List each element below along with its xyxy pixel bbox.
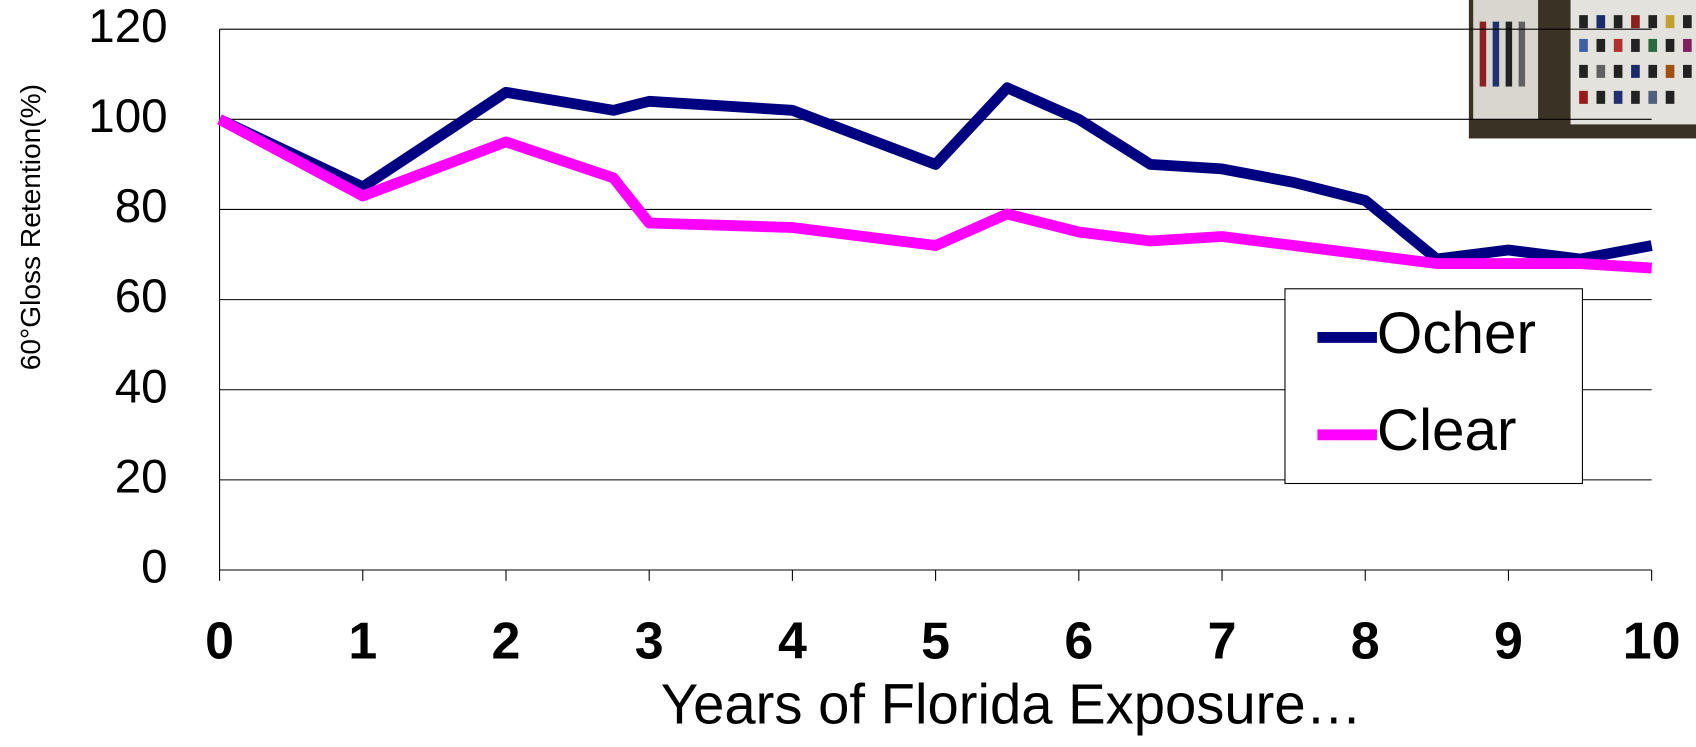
y-tick-label: 60 bbox=[115, 270, 168, 323]
y-tick-label: 120 bbox=[88, 0, 167, 53]
legend: Ocher Clear bbox=[1285, 289, 1582, 484]
y-tick-label: 20 bbox=[115, 450, 168, 503]
y-tick-label: 80 bbox=[115, 180, 168, 233]
y-tick-label: 0 bbox=[141, 541, 167, 594]
y-tick-label: 100 bbox=[88, 90, 167, 143]
y-axis-title: 60°Gloss Retention(%) bbox=[15, 84, 46, 370]
x-tick-label: 1 bbox=[348, 612, 377, 670]
x-tick-label: 10 bbox=[1623, 612, 1681, 670]
y-tick-label: 40 bbox=[115, 360, 168, 413]
x-tick-label: 9 bbox=[1494, 612, 1523, 670]
x-tick-label: 8 bbox=[1351, 612, 1380, 670]
x-tick-label: 6 bbox=[1064, 612, 1093, 670]
x-tick-label: 4 bbox=[778, 612, 807, 670]
chart: Years of Florida Exposure… 60°Gloss Rete… bbox=[0, 0, 1696, 742]
legend-label: Ocher bbox=[1377, 301, 1536, 366]
x-tick-label: 5 bbox=[921, 612, 950, 670]
photo bbox=[1469, 0, 1696, 138]
x-axis-title: Years of Florida Exposure… bbox=[661, 672, 1362, 735]
x-tick-label: 2 bbox=[492, 612, 521, 670]
page: {"chart_data": {"type": "line", "x_label… bbox=[0, 0, 1696, 747]
legend-label: Clear bbox=[1377, 398, 1517, 463]
x-tick-label: 0 bbox=[205, 612, 234, 670]
x-tick-label: 7 bbox=[1208, 612, 1237, 670]
x-tick-label: 3 bbox=[635, 612, 664, 670]
